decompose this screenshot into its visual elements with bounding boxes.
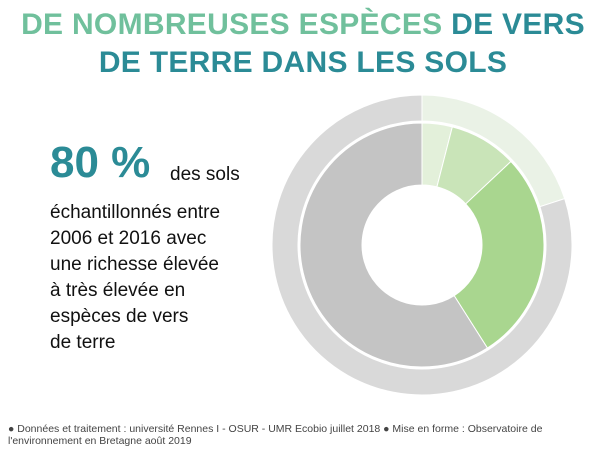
highlight: 80 % [50, 138, 151, 187]
donut-segment [299, 122, 489, 368]
body-text: à très élevée en [50, 280, 186, 301]
footnote: ● Données et traitement : université Ren… [8, 423, 543, 447]
title: DE TERRE DANS LES SOLS [98, 46, 508, 79]
body-text: une richesse élevée [50, 254, 219, 275]
body-text: des sols [170, 164, 240, 185]
title-part: DE NOMBREUSES ESPÈCES [21, 8, 443, 41]
body-text: échantillonnés entre [50, 202, 221, 223]
title-part: DE VERS [451, 8, 585, 41]
body-text: 2006 et 2016 avec [50, 228, 207, 249]
body-text: espèces de vers [50, 306, 189, 327]
donut-segment [271, 94, 573, 396]
body-text: de terre [50, 332, 116, 353]
title: DE NOMBREUSES ESPÈCES DE VERS [0, 8, 606, 42]
donut-segment [453, 160, 545, 349]
